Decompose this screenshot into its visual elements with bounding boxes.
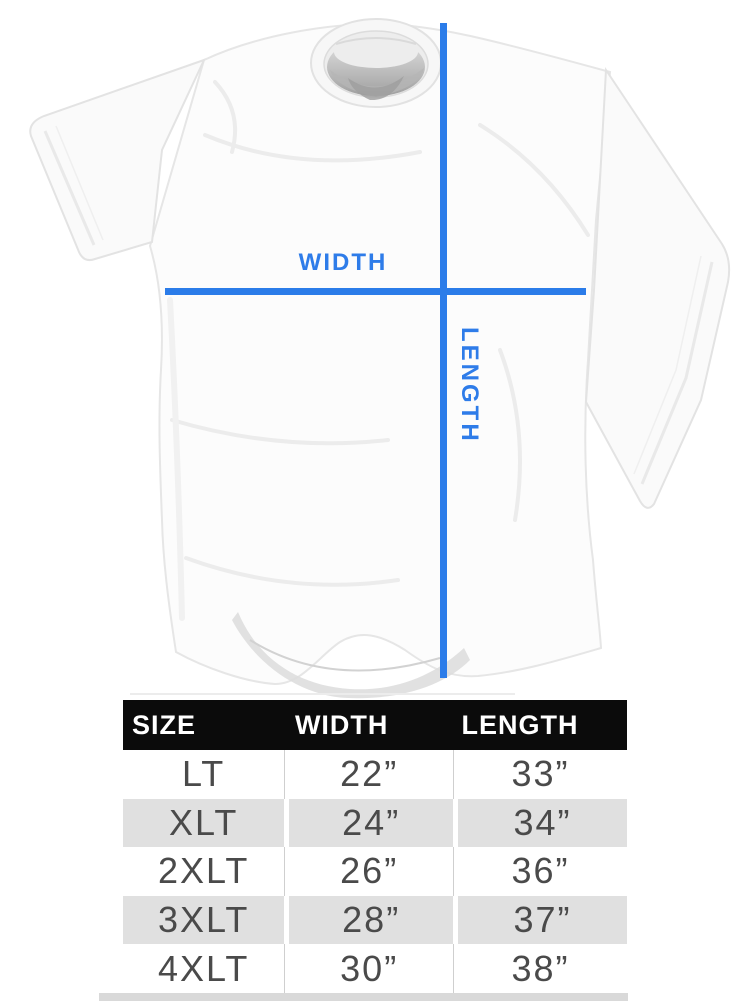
length-cell: 38” [453,944,627,993]
width-cell: 28” [284,895,454,945]
size-cell: XLT [123,798,285,848]
header-length: LENGTH [461,709,579,740]
size-table-header-row: SIZE WIDTH LENGTH [123,700,627,750]
table-row: 3XLT 28” 37” [123,895,627,945]
width-diagram-label: WIDTH [298,249,388,276]
length-cell: 36” [453,847,627,896]
width-cell: 26” [284,847,453,896]
tshirt-image [29,18,731,699]
length-cell: 33” [453,750,627,799]
length-diagram-label: LENGTH [456,327,483,444]
tshirt-right-sleeve [584,66,731,509]
size-cell: 4XLT [157,947,250,989]
length-cell: 34” [453,798,627,848]
size-table: SIZE WIDTH LENGTH LT 22” 33” XLT 24” 34”… [123,700,627,993]
left-cuff-seam [43,130,96,246]
hem-fold-line [249,639,441,672]
table-row: XLT 24” 34” [123,798,627,848]
width-cell: 30” [284,944,453,993]
table-bottom-strip [99,993,628,1001]
right-cuff-seam [640,261,714,485]
size-cell: 3XLT [123,895,285,945]
tshirt-body [148,22,612,686]
width-cell: 22” [284,750,453,799]
hem-fold-shadow [232,612,470,699]
length-measure-line [440,23,447,678]
table-row: 2XLT 26” 36” [123,847,627,896]
left-cuff-seam-inner [55,125,104,241]
tshirt-left-sleeve [29,58,206,262]
size-cell: 2XLT [157,850,250,892]
table-top-shadow [130,693,515,695]
table-row: 4XLT 30” 38” [123,944,627,993]
length-cell: 37” [453,895,627,945]
width-cell: 24” [284,798,454,848]
header-size: SIZE [132,709,197,740]
right-cuff-seam-inner [633,255,702,475]
header-width: WIDTH [294,709,389,740]
size-cell: LT [181,753,226,795]
table-row: LT 22” 33” [123,750,627,799]
tshirt-collar [310,18,442,108]
width-measure-line [165,288,586,295]
fabric-creases [167,80,590,621]
